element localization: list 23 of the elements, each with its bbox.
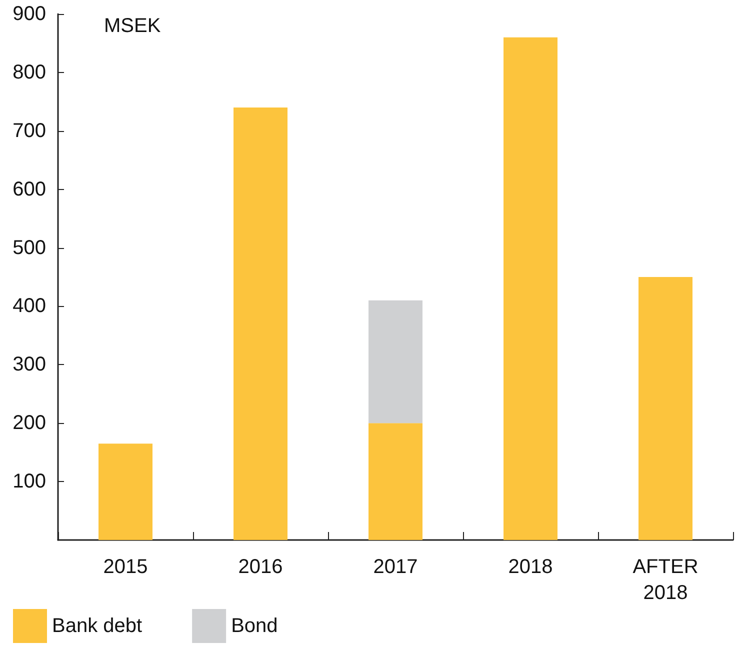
y-axis-title: MSEK: [104, 15, 162, 37]
y-tick-label: 600: [12, 178, 46, 200]
bar: [368, 300, 422, 424]
y-tick-label: 200: [12, 412, 46, 434]
y-tick-label: 900: [12, 3, 46, 25]
bar: [98, 444, 152, 540]
x-tick-label: 2018: [508, 556, 553, 578]
legend-label: Bank debt: [52, 615, 143, 637]
y-tick-label: 800: [12, 61, 46, 84]
bar: [638, 277, 692, 540]
x-tick-label: 2016: [238, 556, 283, 578]
bar: [234, 108, 288, 540]
x-tick-label: AFTER 2018: [632, 556, 698, 604]
bar: [504, 37, 558, 540]
legend-label: Bond: [231, 615, 278, 637]
x-tick-label: 2015: [103, 556, 148, 578]
y-tick-label: 700: [12, 120, 46, 142]
y-tick-label: 300: [12, 354, 46, 376]
y-tick-label: 400: [12, 295, 46, 318]
y-tick-label: 100: [12, 470, 46, 493]
x-tick-label: 2017: [373, 556, 418, 578]
y-tick-label: 500: [12, 236, 46, 259]
bar: [368, 423, 422, 540]
